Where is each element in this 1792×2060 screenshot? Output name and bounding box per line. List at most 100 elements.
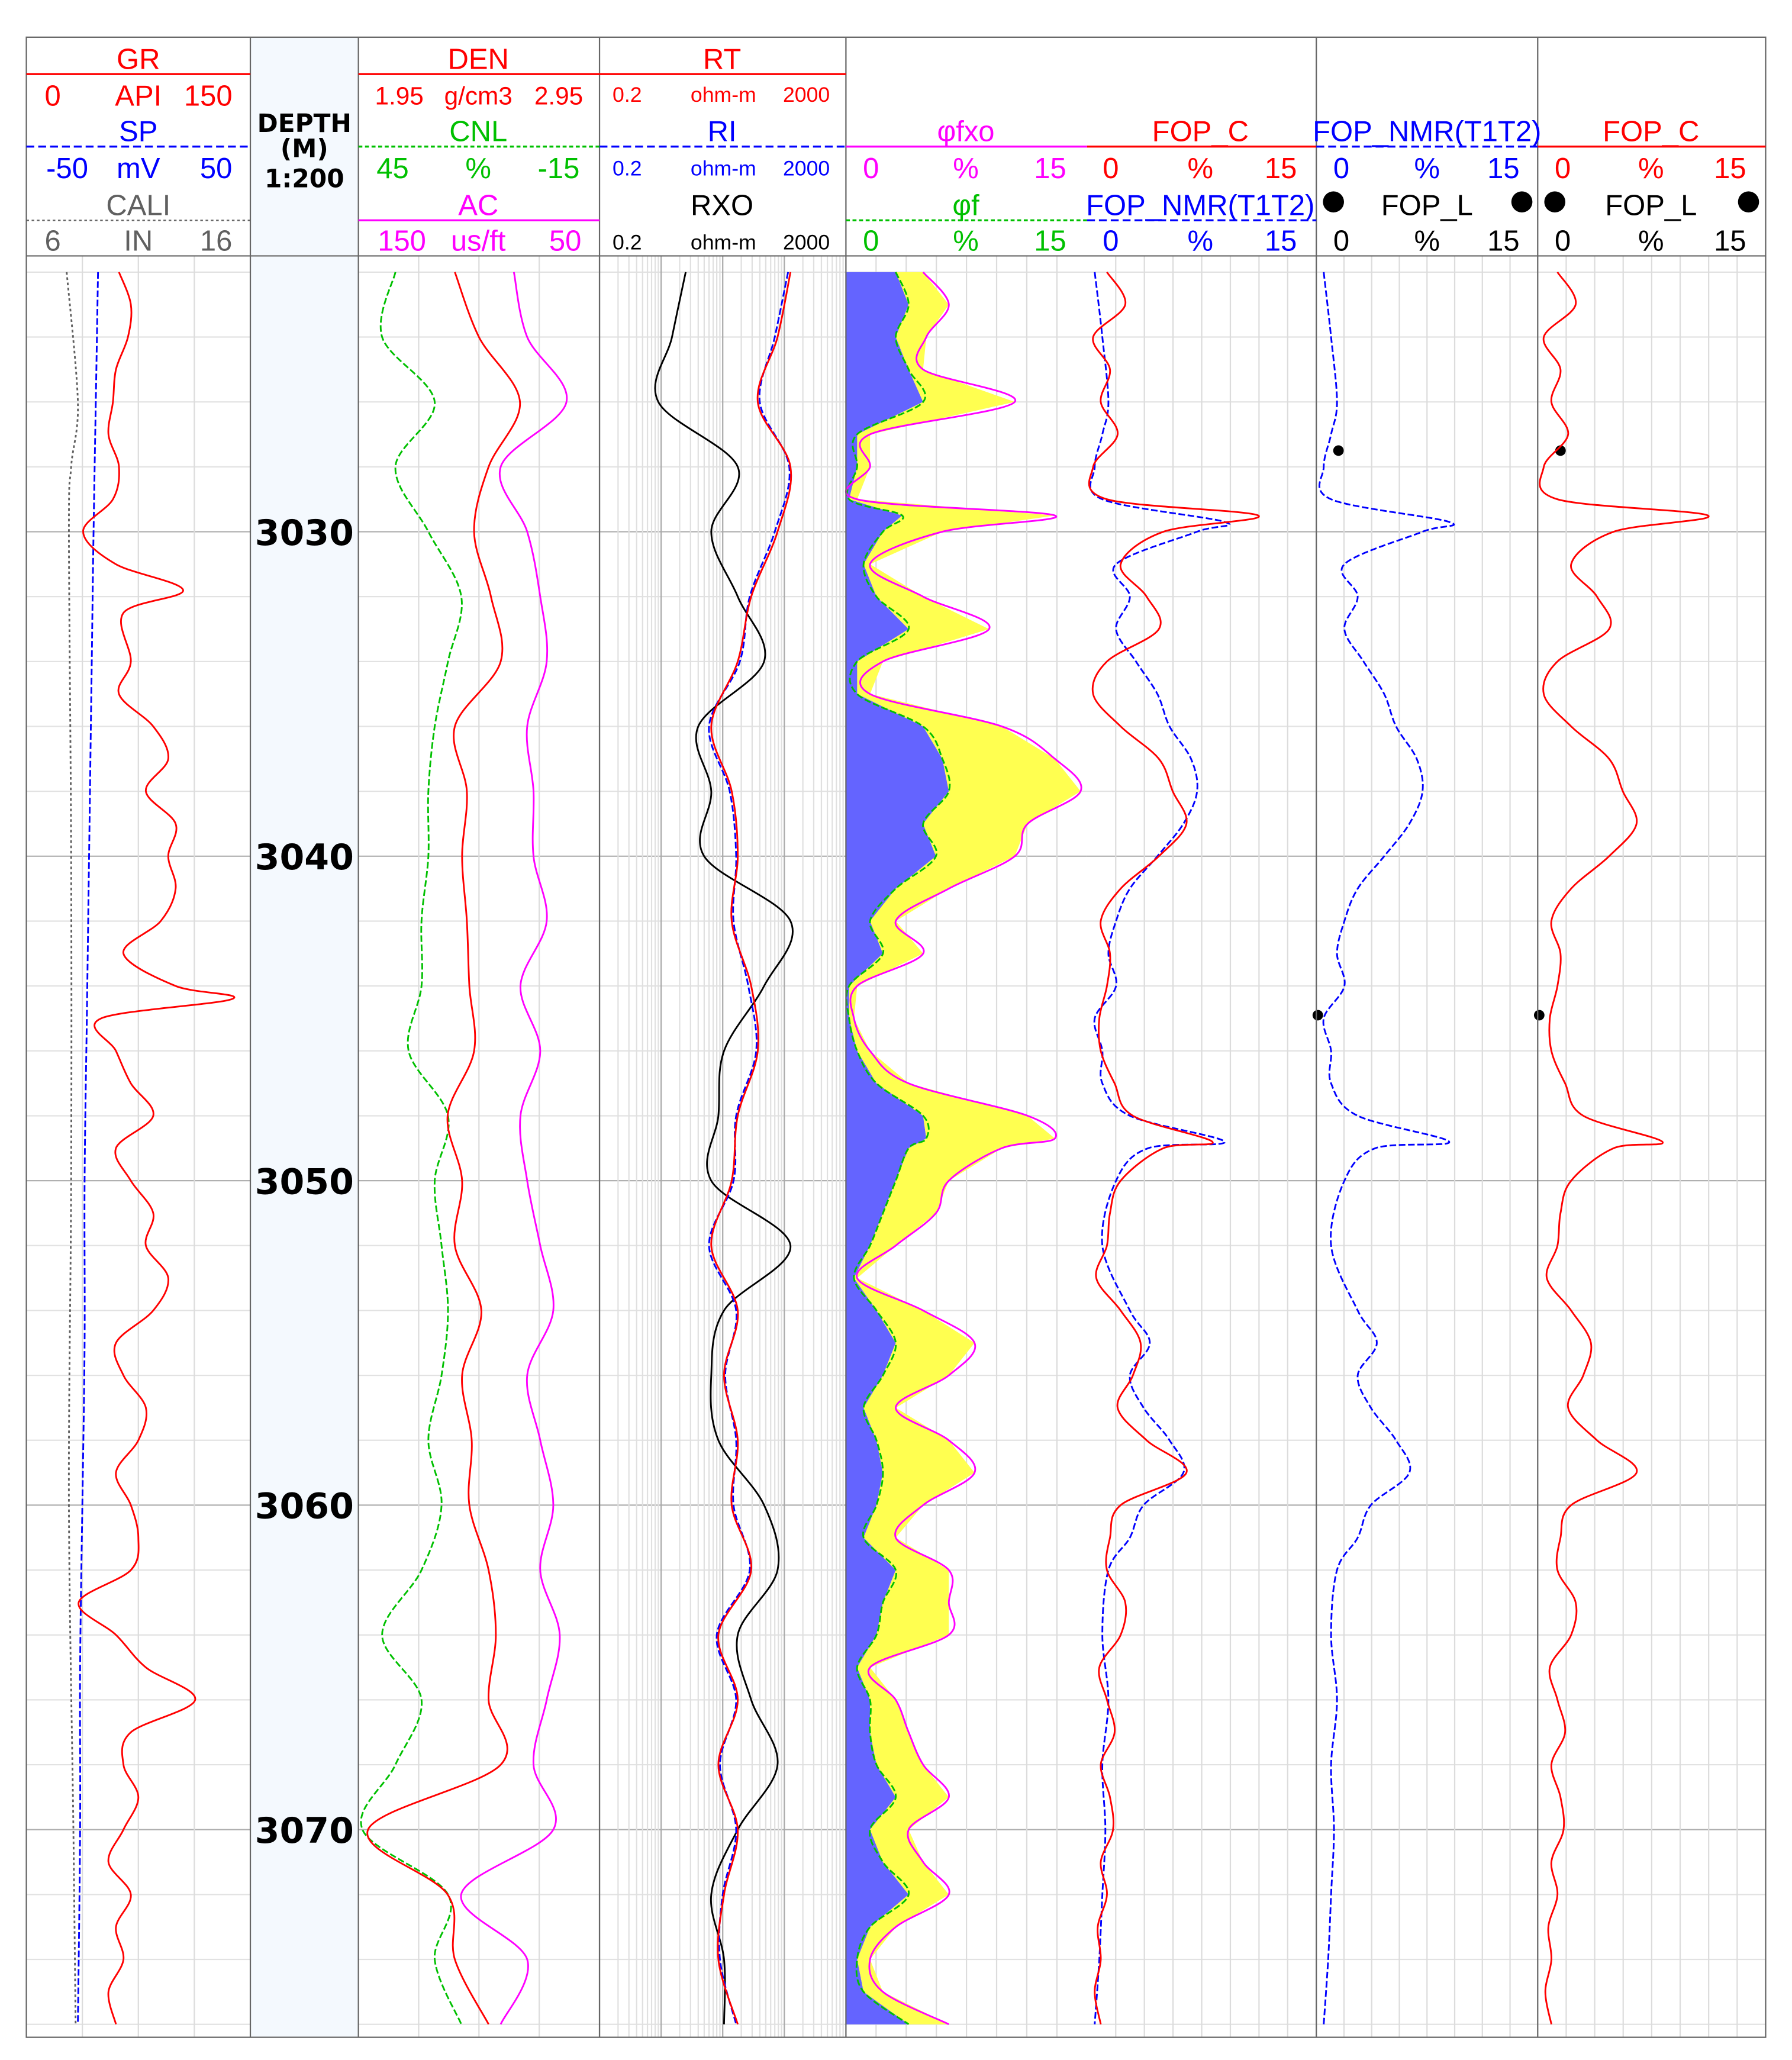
phifxo-unit: % xyxy=(953,153,979,185)
curve-cali xyxy=(66,272,79,2024)
gr-max: 150 xyxy=(184,80,233,112)
fopc2-max: 15 xyxy=(1714,153,1746,185)
por-track-header: φfxo 0 % 15 φf 0 % 15 xyxy=(863,116,1066,257)
phifxo-curve-name: φfxo xyxy=(937,116,994,148)
cnl-max: -15 xyxy=(538,153,580,185)
phif-max: 15 xyxy=(1034,225,1066,257)
res-track-header: RT 0.2 ohm-m 2000 RI 0.2 ohm-m 2000 RXO … xyxy=(613,43,830,254)
sp-unit: mV xyxy=(117,153,160,185)
curve-den xyxy=(366,272,521,2025)
fop2-track-header: FOP_NMR(T1T2) 0 % 15 FOP_L 0 % 15 xyxy=(1313,116,1541,257)
ac-min: 150 xyxy=(378,225,426,257)
fopnmr2-curve-name: FOP_NMR(T1T2) xyxy=(1313,116,1541,148)
ac-curve-name: AC xyxy=(458,189,498,221)
fopc-unit: % xyxy=(1188,153,1214,185)
fopnmr2-min: 0 xyxy=(1333,153,1349,185)
depth-label: 3060 xyxy=(255,1486,354,1527)
cali-max: 16 xyxy=(200,225,232,257)
gr-unit: API xyxy=(115,80,162,112)
curve-gr xyxy=(78,272,236,2024)
header-curve-lines xyxy=(26,73,1766,222)
curve-cnl xyxy=(360,272,463,2025)
curve-rt xyxy=(710,272,792,2025)
point-marker-icon xyxy=(1323,191,1344,212)
depth-label: 3030 xyxy=(255,512,354,554)
grid xyxy=(26,256,1766,2038)
rxo-unit: ohm-m xyxy=(691,230,756,254)
depth-label: 3050 xyxy=(255,1161,354,1203)
rxo-min: 0.2 xyxy=(613,230,642,254)
depth-title: DEPTH xyxy=(257,109,352,138)
cali-unit: IN xyxy=(124,225,153,257)
ac-max: 50 xyxy=(549,225,581,257)
fopnmr-min: 0 xyxy=(1103,225,1119,257)
curve-fop-c xyxy=(1088,272,1260,2024)
depth-track-header: DEPTH (M) 1:200 xyxy=(257,109,352,194)
phifxo-max: 15 xyxy=(1034,153,1066,185)
cnl-curve-name: CNL xyxy=(449,116,507,148)
curve-fop-nmr-t1t2 xyxy=(1319,272,1455,2024)
fopnmr-max: 15 xyxy=(1265,225,1297,257)
sp-curve-name: SP xyxy=(119,116,157,148)
fopl2-max: 15 xyxy=(1714,225,1746,257)
rt-max: 2000 xyxy=(783,83,830,107)
depth-track-background xyxy=(250,37,359,2038)
sp-min: -50 xyxy=(46,153,88,185)
den-curve-name: DEN xyxy=(448,43,509,75)
ac-unit: us/ft xyxy=(451,225,506,257)
den-unit: g/cm3 xyxy=(444,82,513,109)
depth-label: 3070 xyxy=(255,1810,354,1852)
fopc2-curve-name: FOP_C xyxy=(1603,116,1699,148)
rt-unit: ohm-m xyxy=(691,83,756,107)
rt-min: 0.2 xyxy=(613,83,642,107)
curve-rxo xyxy=(654,272,794,2024)
depth-label: 3040 xyxy=(255,837,354,878)
fopl2-curve-name: FOP_L xyxy=(1605,189,1697,221)
fopnmr-unit: % xyxy=(1188,225,1214,257)
fopnmr2-max: 15 xyxy=(1487,153,1519,185)
gr-min: 0 xyxy=(44,80,60,112)
fop3-track-header: FOP_C 0 % 15 FOP_L 0 % 15 xyxy=(1544,116,1759,257)
fopl2-min: 0 xyxy=(1555,225,1571,257)
fopl-min: 0 xyxy=(1333,225,1349,257)
plot-area xyxy=(66,271,1710,2025)
point-marker-icon xyxy=(1511,191,1533,212)
fopnmr2-unit: % xyxy=(1414,153,1440,185)
curve-ac xyxy=(460,272,568,2025)
ri-curve-name: RI xyxy=(708,116,737,148)
cali-min: 6 xyxy=(44,225,60,257)
depth-scale: 1:200 xyxy=(265,165,344,194)
phi-f-fill-area xyxy=(846,272,949,2024)
depth-unit: (M) xyxy=(281,134,328,163)
den-min: 1.95 xyxy=(375,82,423,109)
fopnmr-curve-name: FOP_NMR(T1T2) xyxy=(1086,189,1314,221)
fopl2-unit: % xyxy=(1638,225,1664,257)
fop-l-point xyxy=(1533,1010,1545,1021)
fop1-track-header: FOP_C 0 % 15 FOP_NMR(T1T2) 0 % 15 xyxy=(1086,116,1314,257)
fopl-unit: % xyxy=(1414,225,1440,257)
gr-curve-name: GR xyxy=(117,43,160,75)
curve-fop-nmr-t1t2 xyxy=(1089,272,1230,2024)
den-max: 2.95 xyxy=(534,82,583,109)
gr-track-header: GR 0 API 150 SP -50 mV 50 CALI 6 IN 16 xyxy=(44,43,232,257)
den-track-header: DEN 1.95 g/cm3 2.95 CNL 45 % -15 AC 150 … xyxy=(375,43,583,257)
cnl-min: 45 xyxy=(376,153,408,185)
fopc-curve-name: FOP_C xyxy=(1152,116,1249,148)
phif-curve-name: φf xyxy=(952,189,979,221)
cali-curve-name: CALI xyxy=(106,189,170,221)
fopl-max: 15 xyxy=(1487,225,1519,257)
depth-labels: 3030 3040 3050 3060 3070 xyxy=(255,512,354,1852)
cnl-unit: % xyxy=(465,153,491,185)
ri-unit: ohm-m xyxy=(691,157,756,180)
point-marker-icon xyxy=(1738,191,1759,212)
fop-l-point xyxy=(1333,445,1344,456)
rxo-max: 2000 xyxy=(783,230,830,254)
fopc-min: 0 xyxy=(1103,153,1119,185)
ri-max: 2000 xyxy=(783,157,830,180)
fopc-max: 15 xyxy=(1265,153,1297,185)
curve-fop-c xyxy=(1539,272,1710,2024)
point-marker-icon xyxy=(1544,191,1566,212)
ri-min: 0.2 xyxy=(613,157,642,180)
curve-φfxo xyxy=(845,271,1082,2025)
